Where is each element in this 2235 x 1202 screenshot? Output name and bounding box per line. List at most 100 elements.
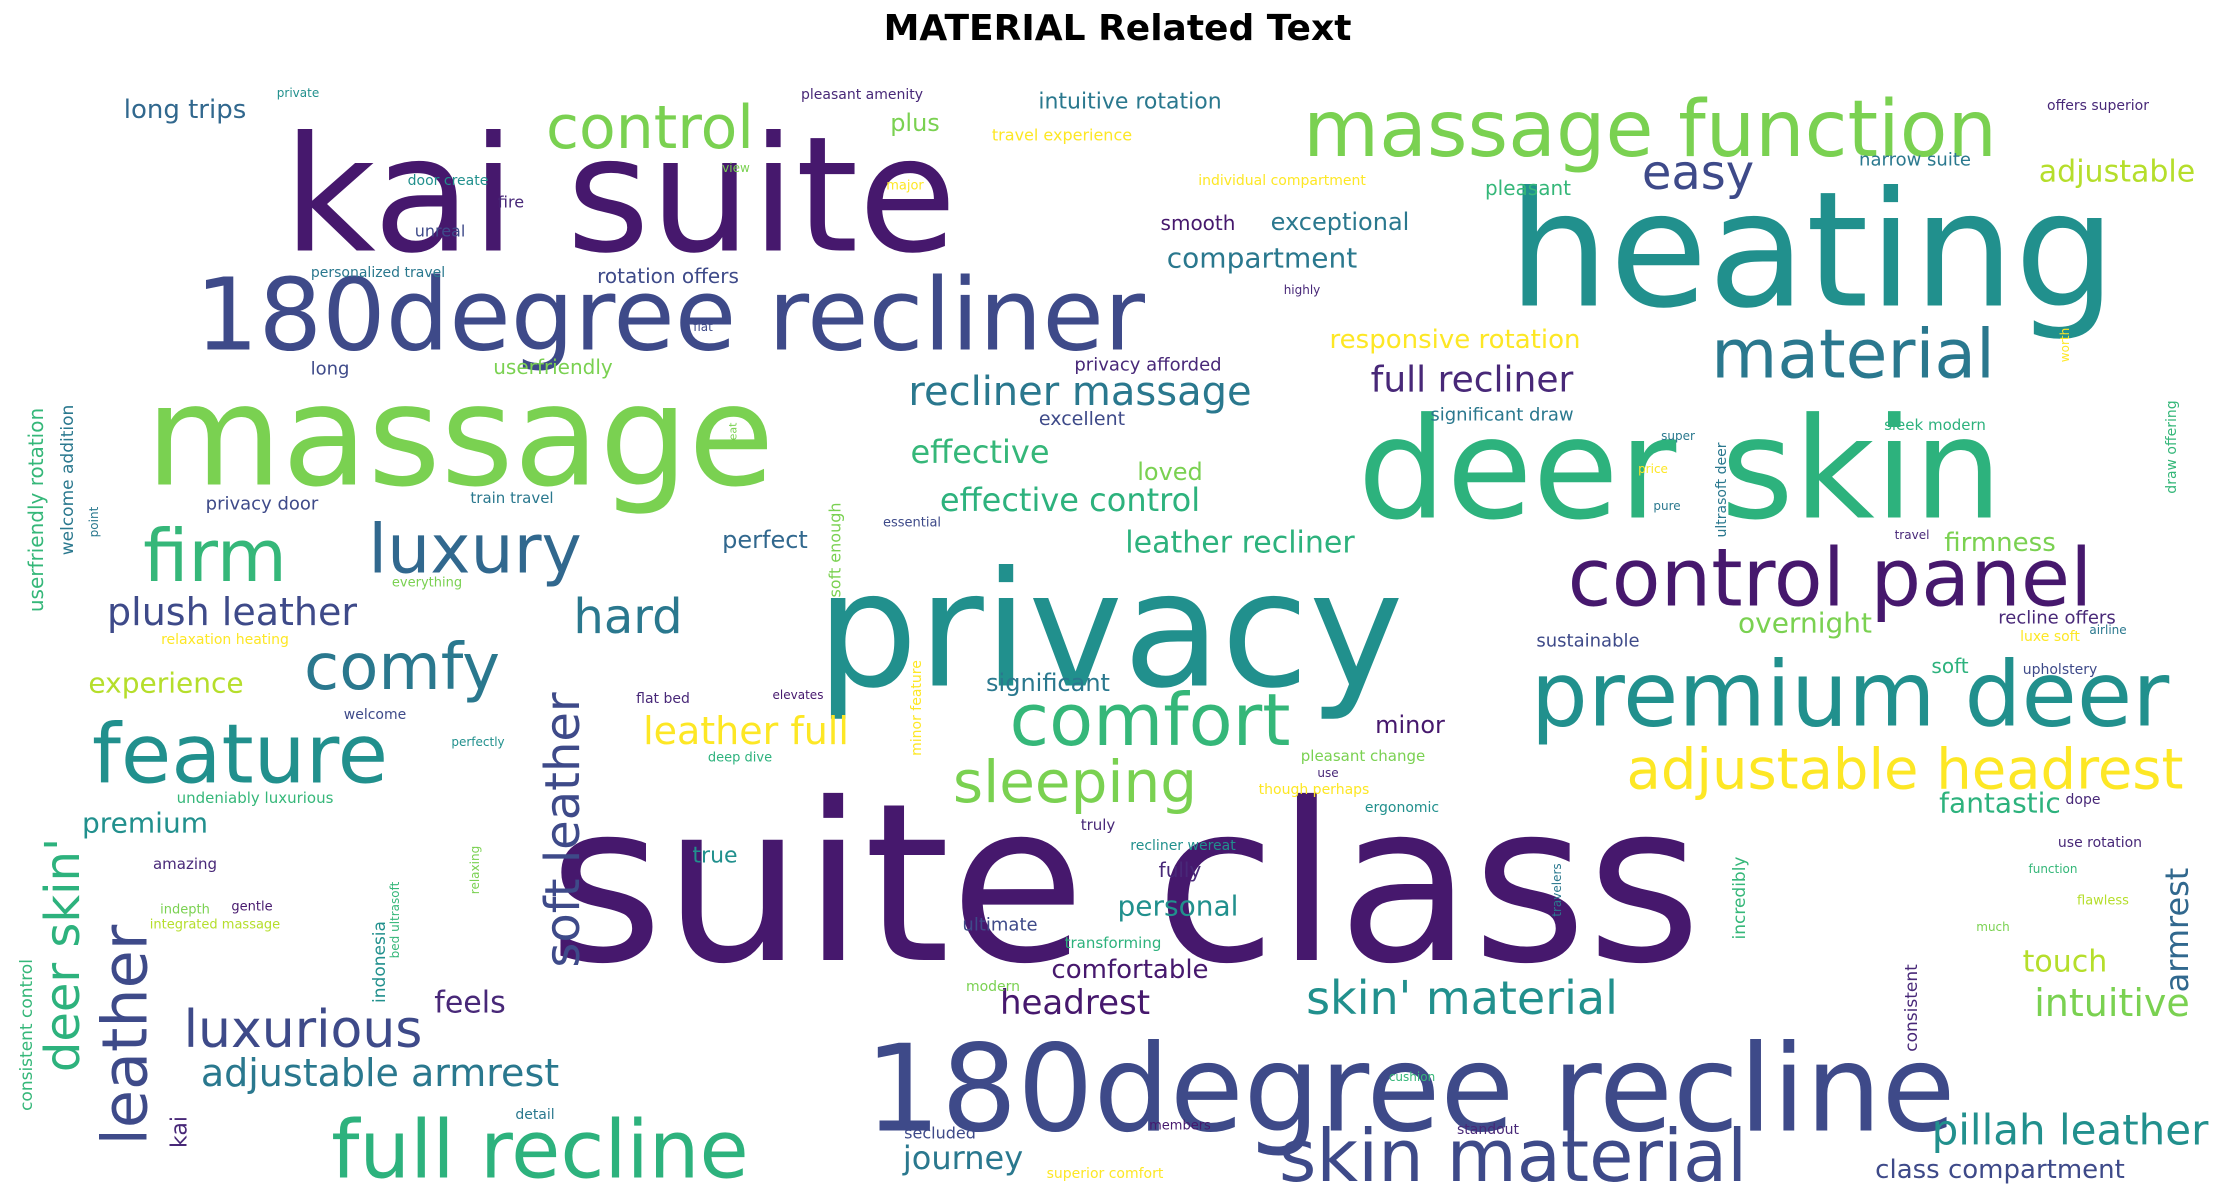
cloud-word: firmness bbox=[1944, 528, 2056, 558]
cloud-word: essential bbox=[883, 516, 941, 531]
cloud-word: kai bbox=[168, 1116, 193, 1148]
cloud-word: hard bbox=[573, 589, 682, 645]
cloud-word: comfy bbox=[304, 631, 500, 705]
cloud-word: fantastic bbox=[1939, 787, 2061, 820]
cloud-word: view bbox=[722, 161, 750, 175]
cloud-word: plus bbox=[890, 109, 940, 137]
cloud-word: smooth bbox=[1161, 211, 1236, 235]
cloud-word: personal bbox=[1118, 890, 1239, 923]
cloud-word: intuitive rotation bbox=[1038, 90, 1221, 115]
cloud-word: travel bbox=[1895, 528, 1930, 542]
cloud-word: pillah leather bbox=[1932, 1106, 2210, 1155]
cloud-word: use rotation bbox=[2058, 835, 2142, 851]
cloud-word: relaxation heating bbox=[161, 632, 289, 648]
cloud-word: luxurious bbox=[184, 1000, 423, 1060]
cloud-word: 180degree recline bbox=[865, 1021, 1956, 1160]
cloud-word: adjustable headrest bbox=[1627, 738, 2184, 803]
cloud-word: travel experience bbox=[992, 126, 1132, 145]
cloud-word: soft enough bbox=[826, 502, 845, 597]
cloud-word: easy bbox=[1642, 145, 1754, 201]
cloud-word: kai suite bbox=[283, 102, 957, 289]
cloud-word: overnight bbox=[1738, 607, 1872, 640]
cloud-word: armrest bbox=[2158, 868, 2196, 993]
cloud-word: soft leather bbox=[535, 692, 591, 968]
cloud-word: consistent control bbox=[17, 959, 37, 1111]
cloud-word: function bbox=[2028, 862, 2077, 876]
cloud-word: privacy door bbox=[206, 494, 319, 515]
cloud-word: truly bbox=[1081, 816, 1116, 834]
cloud-word: deer skin' bbox=[35, 838, 91, 1072]
cloud-word: perfect bbox=[722, 526, 808, 554]
cloud-word: pure bbox=[1653, 499, 1680, 513]
cloud-word: comfort bbox=[1009, 678, 1290, 762]
cloud-word: privacy bbox=[816, 537, 1403, 724]
cloud-word: bed ultrasoft bbox=[388, 881, 402, 958]
cloud-word: experience bbox=[88, 667, 243, 700]
cloud-word: door create bbox=[408, 173, 489, 189]
cloud-word: welcome bbox=[344, 707, 406, 723]
cloud-word: significant bbox=[986, 669, 1110, 697]
cloud-word: firm bbox=[143, 514, 287, 598]
cloud-word: feature bbox=[92, 708, 388, 803]
cloud-word: skin' material bbox=[1306, 971, 1618, 1025]
cloud-word: luxe soft bbox=[2020, 629, 2080, 645]
cloud-word: effective bbox=[910, 433, 1049, 471]
cloud-word: recline offers bbox=[1998, 608, 2115, 629]
cloud-word: full recliner bbox=[1371, 360, 1574, 401]
cloud-word: upholstery bbox=[2023, 662, 2098, 678]
cloud-word: dope bbox=[2066, 792, 2101, 808]
cloud-word: privacy afforded bbox=[1074, 355, 1221, 376]
cloud-word: skin material bbox=[1279, 1114, 1747, 1198]
cloud-word: userfriendly bbox=[493, 355, 613, 379]
cloud-word: deer skin bbox=[1358, 389, 2003, 552]
cloud-word: airline bbox=[2089, 623, 2126, 637]
cloud-word: pleasant amenity bbox=[801, 87, 923, 103]
cloud-word: though perhaps bbox=[1259, 782, 1370, 798]
cloud-word: 180degree recliner bbox=[195, 257, 1146, 374]
cloud-word: integrated massage bbox=[150, 918, 280, 933]
cloud-word: standout bbox=[1457, 1122, 1520, 1138]
cloud-word: cushion bbox=[1389, 1070, 1435, 1084]
cloud-word: amazing bbox=[153, 855, 217, 873]
cloud-word: fire bbox=[498, 193, 524, 212]
cloud-word: transforming bbox=[1065, 934, 1162, 952]
cloud-word: sleeping bbox=[953, 748, 1197, 816]
cloud-word: modern bbox=[966, 979, 1020, 995]
cloud-word: premium deer bbox=[1531, 643, 2169, 748]
cloud-word: narrow suite bbox=[1859, 150, 1971, 171]
cloud-word: luxury bbox=[368, 511, 582, 590]
cloud-word: minor feature bbox=[909, 660, 925, 756]
cloud-word: sustainable bbox=[1536, 631, 1639, 652]
cloud-word: leather bbox=[89, 924, 162, 1145]
cloud-word: major bbox=[886, 179, 924, 194]
cloud-word: everything bbox=[392, 576, 462, 591]
cloud-word: control bbox=[546, 93, 754, 163]
cloud-word: excellent bbox=[1039, 408, 1125, 430]
cloud-word: minor bbox=[1375, 711, 1445, 739]
cloud-word: draw offering bbox=[2164, 400, 2180, 493]
cloud-word: feels bbox=[434, 986, 505, 1021]
cloud-word: soft bbox=[1931, 654, 1968, 678]
cloud-word: full recline bbox=[331, 1104, 748, 1197]
cloud-word: premium bbox=[82, 807, 208, 840]
cloud-word: responsive rotation bbox=[1330, 325, 1581, 355]
cloud-word: fully bbox=[1159, 858, 1202, 882]
cloud-word: control panel bbox=[1568, 532, 2093, 625]
cloud-word: elevates bbox=[773, 688, 824, 702]
cloud-word: ultimate bbox=[962, 915, 1037, 936]
cloud-word: journey bbox=[902, 1139, 1023, 1177]
cloud-word: private bbox=[277, 86, 319, 100]
cloud-word: use bbox=[1317, 766, 1338, 780]
cloud-word: relaxing bbox=[468, 846, 482, 894]
cloud-word: indonesia bbox=[370, 921, 390, 1003]
cloud-word: adjustable bbox=[2039, 155, 2195, 190]
cloud-word: price bbox=[1638, 462, 1668, 476]
cloud-word: sleek modern bbox=[1884, 416, 1986, 434]
cloud-word: secluded bbox=[904, 1124, 976, 1143]
cloud-word: perfectly bbox=[451, 735, 504, 749]
cloud-word: flat bbox=[693, 320, 713, 334]
cloud-word: consistent bbox=[1902, 964, 1922, 1052]
cloud-word: significant draw bbox=[1430, 405, 1573, 426]
cloud-word: intuitive bbox=[2034, 981, 2190, 1025]
